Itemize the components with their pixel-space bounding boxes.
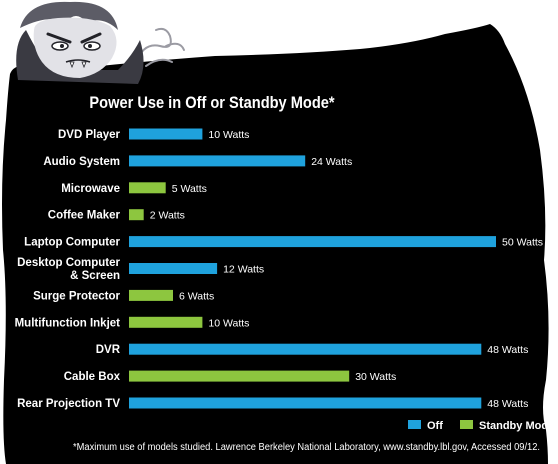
bar-5 (129, 236, 496, 248)
bars (129, 128, 496, 409)
value-label-1: 10 Watts (208, 129, 249, 141)
category-label-line: Microwave (61, 183, 120, 195)
category-label-line: Laptop Computer (24, 237, 120, 249)
bar-7 (129, 289, 173, 301)
category-label-line: Rear Projection TV (17, 398, 120, 410)
value-label-7: 6 Watts (179, 290, 214, 302)
value-label-2: 24 Watts (311, 156, 352, 168)
category-label-6: Desktop Computer & Screen (17, 257, 120, 282)
value-label-6: 12 Watts (223, 264, 264, 276)
category-label-2: Audio System (43, 156, 120, 168)
value-label-8: 10 Watts (208, 317, 249, 329)
vampire-mascot (16, 1, 144, 84)
bar-4 (129, 209, 144, 221)
category-label-line: Coffee Maker (48, 210, 121, 222)
value-label-11: 48 Watts (487, 398, 528, 410)
category-label-line: DVR (96, 344, 121, 356)
category-label-line: Desktop Computer (17, 257, 120, 269)
bar-2 (129, 155, 306, 167)
bar-8 (129, 316, 203, 328)
value-label-5: 50 Watts (502, 237, 543, 249)
value-labels: 10 Watts 24 Watts 5 Watts 2 Watts 50 Watts 12… (150, 129, 543, 410)
smoke-wisp-icon (135, 27, 185, 67)
value-label-10: 30 Watts (355, 371, 396, 383)
category-label-9: DVR (96, 344, 121, 356)
category-label-line: Audio System (43, 156, 120, 168)
bar-10 (129, 370, 350, 382)
category-label-10: Cable Box (64, 371, 121, 383)
legend: Off Standby Mode (408, 420, 554, 432)
category-labels: DVD Player Audio System Microwave Coffee Ma… (15, 129, 121, 410)
category-label-5: Laptop Computer (24, 237, 120, 249)
footnote: *Maximum use of models studied. Lawrence… (73, 442, 540, 453)
category-label-line: Multifunction Inkjet (15, 317, 121, 329)
category-label-8: Multifunction Inkjet (15, 317, 121, 329)
category-label-line: DVD Player (58, 129, 121, 141)
category-label-3: Microwave (61, 183, 120, 195)
value-label-9: 48 Watts (487, 344, 528, 356)
bar-1 (129, 128, 203, 140)
bar-11 (129, 397, 482, 409)
category-label-line: Surge Protector (33, 290, 120, 302)
bar-6 (129, 263, 218, 274)
legend-swatch-standby (460, 420, 473, 429)
category-label-line: Cable Box (64, 371, 121, 383)
category-label-4: Coffee Maker (48, 210, 121, 222)
category-label-7: Surge Protector (33, 290, 120, 302)
value-label-3: 5 Watts (172, 183, 207, 195)
chart-title: Power Use in Off or Standby Mode* (89, 94, 335, 112)
category-label-line: & Screen (70, 270, 120, 282)
category-label-11: Rear Projection TV (17, 398, 120, 410)
legend-swatch-off (408, 420, 421, 429)
legend-label-standby: Standby Mode (479, 420, 554, 432)
value-label-4: 2 Watts (150, 210, 185, 222)
bar-3 (129, 182, 166, 194)
bar-9 (129, 343, 482, 355)
category-label-1: DVD Player (58, 129, 121, 141)
legend-label-off: Off (427, 420, 443, 432)
